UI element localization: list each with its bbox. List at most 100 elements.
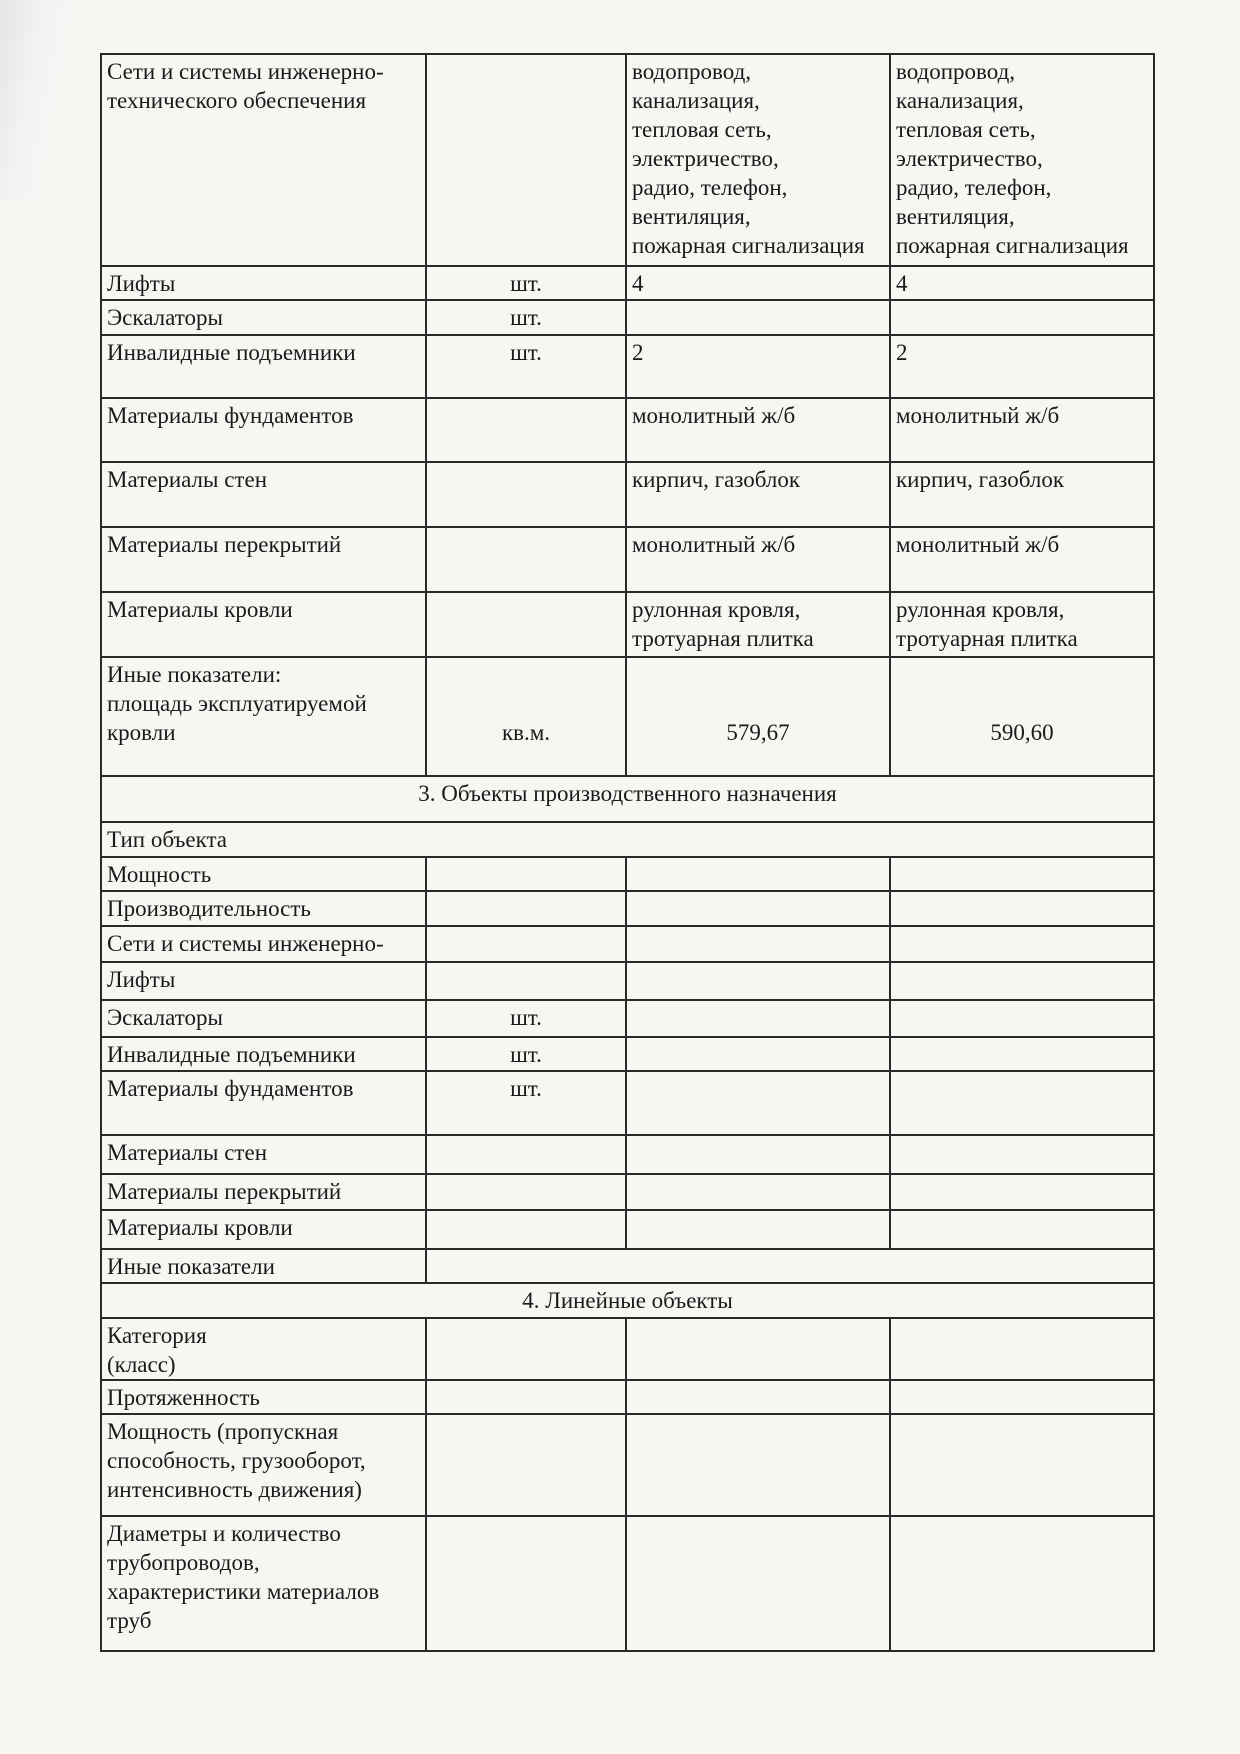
row-label: Эскалаторы: [100, 299, 427, 336]
row-label: Материалы стен: [100, 1134, 427, 1175]
table-row: Эскалаторы шт.: [100, 999, 1155, 1038]
value-cell-2: [889, 1134, 1155, 1175]
value-cell-2: рулонная кровля, тротуарная плитка: [889, 591, 1155, 658]
value-cell-2: [889, 1070, 1155, 1136]
table-row: Материалы стен кирпич, газоблок кирпич, га…: [100, 461, 1155, 528]
table-row: Материалы фундаментов шт.: [100, 1070, 1155, 1136]
value-cell-1: [625, 1209, 891, 1250]
value-cell-1: [625, 1134, 891, 1175]
value-cell-1: [625, 1173, 891, 1211]
row-label: Мощность (пропускная способность, грузоо…: [100, 1413, 427, 1517]
unit-cell: [425, 397, 627, 463]
value-cell-1: [625, 961, 891, 1001]
section-3-title: 3. Объекты производственного назначения: [100, 775, 1155, 823]
value-cell-2: монолитный ж/б: [889, 526, 1155, 593]
unit-cell: кв.м.: [425, 656, 627, 777]
row-label: Протяженность: [100, 1379, 427, 1415]
value-cell-2: водопровод, канализация, тепловая сеть, …: [889, 53, 1155, 267]
unit-cell: [425, 1173, 627, 1211]
value-cell-1: 2: [625, 334, 891, 399]
table-row: Материалы кровли рулонная кровля, тротуар…: [100, 591, 1155, 658]
unit-cell: [425, 961, 627, 1001]
value-cell-2: монолитный ж/б: [889, 397, 1155, 463]
value-cell-1: монолитный ж/б: [625, 526, 891, 593]
unit-cell: [425, 1413, 627, 1517]
value-cell-2: 2: [889, 334, 1155, 399]
table-row: Категория (класс): [100, 1317, 1155, 1381]
value-cell-1: [625, 999, 891, 1038]
row-label: Мощность: [100, 856, 427, 892]
table-row: Иные показатели: площадь эксплуатируемой…: [100, 656, 1155, 777]
value-cell-1: [625, 1036, 891, 1072]
row-label: Материалы фундаментов: [100, 397, 427, 463]
table-row: Материалы перекрытий: [100, 1173, 1155, 1211]
row-label: Инвалидные подъемники: [100, 334, 427, 399]
section-4-title: 4. Линейные объекты: [100, 1282, 1155, 1319]
row-label: Иные показатели: площадь эксплуатируемой…: [100, 656, 427, 777]
row-label: Категория (класс): [100, 1317, 427, 1381]
unit-cell: шт.: [425, 1070, 627, 1136]
value-cell-2: [889, 299, 1155, 336]
value-cell-1: [625, 299, 891, 336]
unit-cell: [425, 1515, 627, 1652]
table-row: Инвалидные подъемники шт. 2 2: [100, 334, 1155, 399]
table-row: Сети и системы инженерно-: [100, 925, 1155, 963]
unit-cell: [425, 856, 627, 892]
row-label: Производительность: [100, 890, 427, 927]
row-label: Лифты: [100, 265, 427, 301]
value-cell-2: 4: [889, 265, 1155, 301]
unit-cell: [425, 1134, 627, 1175]
value-cell-1: [625, 1413, 891, 1517]
row-label: Материалы перекрытий: [100, 1173, 427, 1211]
unit-cell: шт.: [425, 1036, 627, 1072]
value-cell-2: [889, 999, 1155, 1038]
value-cell-1: водопровод, канализация, тепловая сеть, …: [625, 53, 891, 267]
unit-cell: шт.: [425, 265, 627, 301]
unit-cell: [425, 591, 627, 658]
table-row: Иные показатели: [100, 1248, 1155, 1284]
value-cell-2: [889, 961, 1155, 1001]
unit-cell: шт.: [425, 299, 627, 336]
row-label: Материалы кровли: [100, 591, 427, 658]
row-label: Материалы перекрытий: [100, 526, 427, 593]
table-row: Материалы кровли: [100, 1209, 1155, 1250]
section-header-row: 3. Объекты производственного назначения: [100, 775, 1155, 823]
value-cell-2: [889, 1317, 1155, 1381]
value-cell-2: [889, 890, 1155, 927]
value-cell-1: кирпич, газоблок: [625, 461, 891, 528]
row-label: Лифты: [100, 961, 427, 1001]
value-cell-1: [625, 1317, 891, 1381]
row-label: Инвалидные подъемники: [100, 1036, 427, 1072]
value-cell-2: [889, 1036, 1155, 1072]
value-cell-1: 579,67: [625, 656, 891, 777]
value-cell-1: [625, 1070, 891, 1136]
table-row: Лифты: [100, 961, 1155, 1001]
value-cell-2: [889, 1515, 1155, 1652]
value-cell: [425, 1248, 1155, 1284]
row-label: Материалы фундаментов: [100, 1070, 427, 1136]
value-cell-1: [625, 1379, 891, 1415]
table-row: Протяженность: [100, 1379, 1155, 1415]
table-row: Материалы фундаментов монолитный ж/б монол…: [100, 397, 1155, 463]
row-label: Эскалаторы: [100, 999, 427, 1038]
table-row: Сети и системы инженерно- технического о…: [100, 53, 1155, 267]
value-cell-2: [889, 1173, 1155, 1211]
table-row: Диаметры и количество трубопроводов, хар…: [100, 1515, 1155, 1652]
unit-cell: [425, 1209, 627, 1250]
specifications-table: Сети и системы инженерно- технического о…: [100, 53, 1155, 1652]
table-row: Материалы стен: [100, 1134, 1155, 1175]
row-label: Диаметры и количество трубопроводов, хар…: [100, 1515, 427, 1652]
page-fold-shadow: [0, 0, 80, 200]
unit-cell: [425, 890, 627, 927]
value-cell-1: рулонная кровля, тротуарная плитка: [625, 591, 891, 658]
row-label: Сети и системы инженерно- технического о…: [100, 53, 427, 267]
table-row: Лифты шт. 4 4: [100, 265, 1155, 301]
table-row: Эскалаторы шт.: [100, 299, 1155, 336]
unit-cell: [425, 461, 627, 528]
value-cell-2: 590,60: [889, 656, 1155, 777]
value-cell-1: монолитный ж/б: [625, 397, 891, 463]
row-label: Сети и системы инженерно-: [100, 925, 427, 963]
value-cell-1: 4: [625, 265, 891, 301]
unit-cell: [425, 53, 627, 267]
value-cell-2: [889, 1413, 1155, 1517]
